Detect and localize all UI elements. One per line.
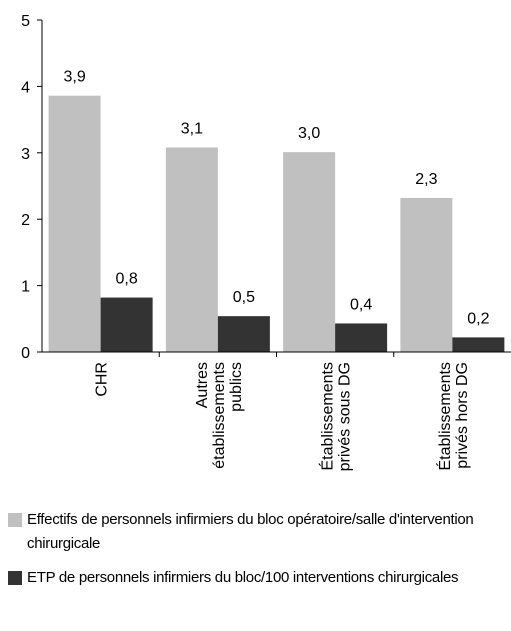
bar	[335, 323, 388, 352]
data-label: 3,1	[181, 120, 203, 137]
bar	[452, 337, 505, 352]
bar	[283, 152, 336, 352]
y-tick-label: 3	[21, 146, 30, 163]
x-tick-label: CHR	[94, 362, 111, 397]
data-label: 3,9	[64, 69, 86, 86]
y-tick-label: 1	[21, 279, 30, 296]
legend-label: ETP de personnels infirmiers du bloc/100…	[27, 569, 459, 586]
legend-item: ETP de personnels infirmiers du bloc/100…	[8, 566, 503, 590]
data-label: 0,5	[233, 289, 255, 306]
legend-label: Effectifs de personnels infirmiers du bl…	[27, 511, 474, 552]
y-tick-label: 0	[21, 345, 30, 362]
bar	[400, 197, 453, 352]
bar	[165, 147, 218, 352]
bar	[48, 95, 101, 353]
x-tick-label: Autresétablissementspublics	[194, 362, 245, 469]
data-label: 0,4	[350, 296, 372, 313]
chart: 0 1 2 3 4 5 3,9 0,8 CHR 3,1 0,5 Autresétablissement…	[21, 13, 511, 471]
y-tick-label: 5	[21, 13, 30, 30]
legend-swatch	[8, 513, 22, 527]
y-tick-label: 2	[21, 212, 30, 229]
x-tick-label: Établissementsprivés sous DG	[318, 362, 354, 471]
legend-swatch	[8, 571, 22, 585]
legend: Effectifs de personnels infirmiers du bl…	[8, 508, 503, 600]
data-label: 0,8	[116, 271, 138, 288]
bar	[100, 297, 153, 352]
y-tick-label: 4	[21, 79, 30, 96]
legend-item: Effectifs de personnels infirmiers du bl…	[8, 508, 503, 556]
data-label: 2,3	[415, 171, 437, 188]
data-label: 0,2	[467, 310, 489, 327]
data-label: 3,0	[298, 125, 320, 142]
x-tick-label: Établissementsprivés hors DG	[435, 362, 471, 471]
bar	[217, 316, 270, 352]
